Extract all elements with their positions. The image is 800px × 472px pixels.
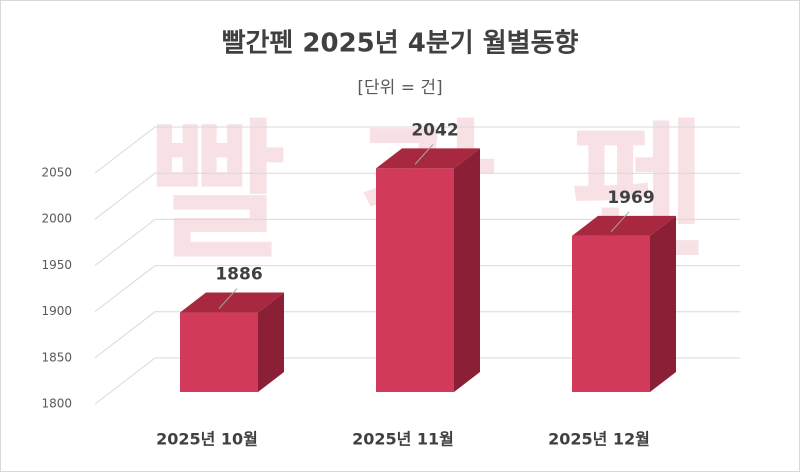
grid-line [94,218,740,266]
x-tick-label: 2025년 11월 [352,430,454,449]
grid-line [94,172,740,220]
x-tick-label: 2025년 12월 [548,430,650,449]
leader-line [414,144,434,165]
y-tick-label: 1850 [41,350,72,364]
bar-top [180,292,284,313]
y-tick-label: 1900 [41,304,72,318]
value-label: 2042 [411,120,458,140]
bar [376,168,454,392]
grid-line [94,357,740,405]
chart-title: 빨간펜 2025년 4분기 월별동향 [222,29,579,59]
bar-side [650,215,676,392]
grid-line [94,265,740,312]
bar [572,235,650,392]
bar [180,312,258,392]
value-label: 1886 [215,265,262,285]
leader-line [610,211,630,233]
value-label: 1969 [607,188,654,208]
x-tick-label: 2025년 10월 [156,430,258,449]
y-tick-label: 2050 [41,166,72,180]
bar-side [454,148,480,392]
chart-subtitle: [단위 = 건] [357,78,442,98]
bar-top [572,215,676,236]
y-tick-label: 1800 [41,397,72,411]
bar-top [376,148,480,169]
y-tick-label: 1950 [41,258,72,272]
bar-side [258,292,284,392]
y-tick-label: 2000 [41,212,72,226]
grid-line [94,126,740,174]
grid-line [94,311,740,359]
leader-line [218,288,238,309]
